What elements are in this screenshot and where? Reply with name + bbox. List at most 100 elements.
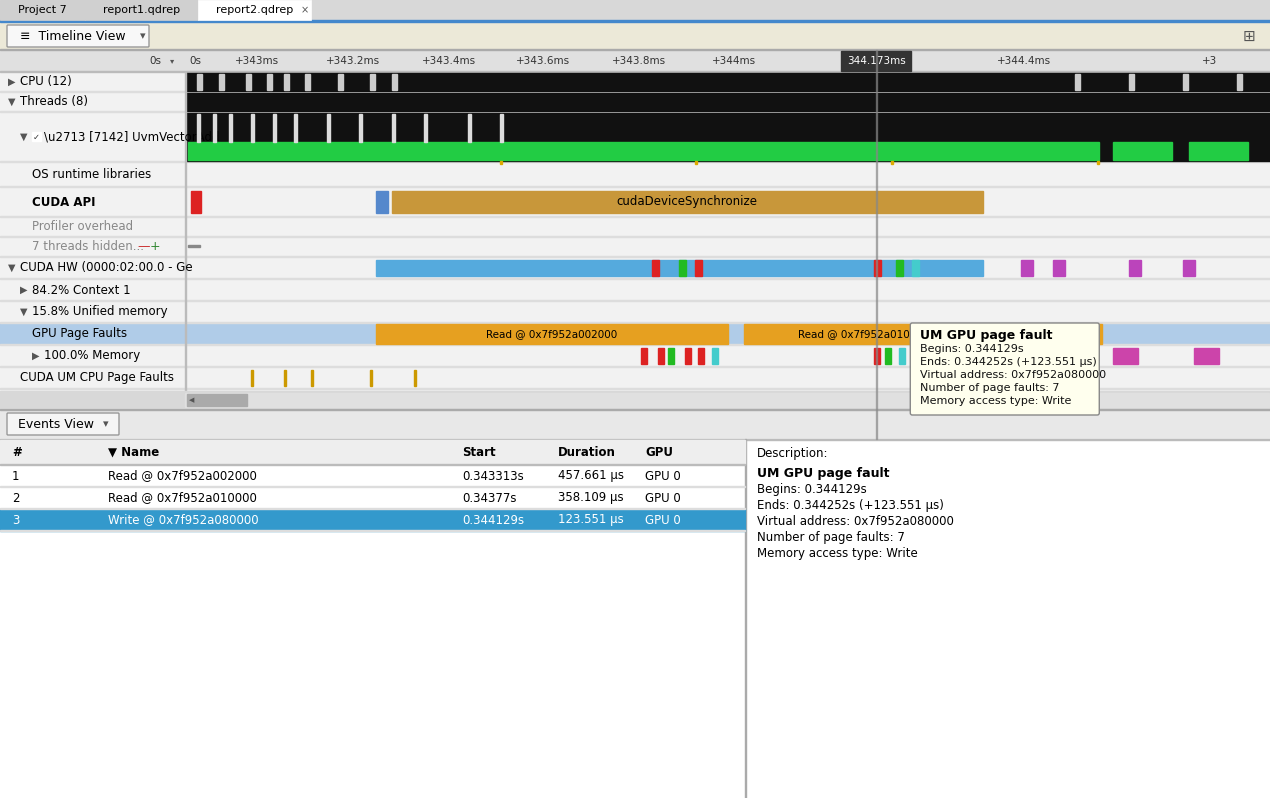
Bar [190, 191, 201, 213]
Text: 457.661 μs: 457.661 μs [558, 469, 624, 483]
Bar [668, 348, 674, 364]
Bar [185, 323, 1270, 345]
Bar [185, 393, 1269, 407]
Text: +: + [150, 240, 160, 254]
Text: Number of page faults: 7: Number of page faults: 7 [921, 383, 1059, 393]
Text: GPU 0: GPU 0 [645, 492, 681, 504]
Text: CUDA UM CPU Page Faults: CUDA UM CPU Page Faults [20, 372, 174, 385]
Text: Virtual address: 0x7f952a080000: Virtual address: 0x7f952a080000 [921, 370, 1106, 380]
Text: ≡  Timeline View: ≡ Timeline View [20, 30, 126, 42]
Bar [185, 113, 1270, 161]
Bar [0, 409, 1270, 410]
Text: +343ms: +343ms [235, 56, 278, 66]
Bar [0, 186, 1270, 187]
Bar [0, 439, 1270, 798]
Bar [0, 439, 1270, 440]
Bar [392, 114, 395, 142]
Bar [376, 191, 387, 213]
Text: Begins: 0.344129s: Begins: 0.344129s [757, 483, 866, 496]
Bar [885, 348, 892, 364]
Bar [0, 323, 185, 345]
Bar [711, 348, 718, 364]
Bar [0, 92, 1270, 112]
Text: Ends: 0.344252s (+123.551 μs): Ends: 0.344252s (+123.551 μs) [757, 499, 944, 512]
Text: Number of page faults: 7: Number of page faults: 7 [757, 531, 904, 544]
Bar [874, 260, 881, 276]
Text: 3: 3 [11, 513, 19, 527]
Bar [371, 370, 372, 386]
Bar [0, 300, 1270, 301]
Text: ✓: ✓ [33, 132, 39, 141]
Bar [0, 388, 1270, 389]
Bar [1113, 348, 1138, 364]
Text: Duration: Duration [558, 445, 616, 459]
Bar [1074, 74, 1080, 90]
Bar [359, 114, 362, 142]
Text: ▾: ▾ [140, 31, 146, 41]
Bar [1021, 260, 1033, 276]
Bar [0, 509, 745, 531]
Text: 344.173ms: 344.173ms [847, 56, 906, 66]
Text: Memory access type: Write: Memory access type: Write [757, 547, 918, 560]
Bar [188, 245, 199, 247]
Text: ▼: ▼ [20, 132, 28, 142]
Bar [0, 187, 1270, 217]
Text: Profiler overhead: Profiler overhead [32, 220, 133, 234]
Text: UM GPU page fault: UM GPU page fault [921, 329, 1053, 342]
Bar [0, 0, 85, 20]
Bar [0, 278, 1270, 279]
Bar [187, 394, 246, 406]
FancyBboxPatch shape [8, 413, 119, 435]
Bar [338, 74, 343, 90]
Text: ×: × [301, 5, 309, 15]
Bar [1184, 260, 1195, 276]
Bar [744, 324, 983, 344]
Bar [0, 49, 1270, 50]
Text: +343.2ms: +343.2ms [326, 56, 380, 66]
Bar [267, 74, 272, 90]
Bar [0, 0, 1270, 22]
Bar [696, 260, 702, 276]
Text: Virtual address: 0x7f952a080000: Virtual address: 0x7f952a080000 [757, 515, 954, 528]
Bar [32, 132, 41, 141]
Text: +343.8ms: +343.8ms [611, 56, 665, 66]
Text: +344.4ms: +344.4ms [997, 56, 1050, 66]
Bar [251, 370, 253, 386]
Bar [0, 409, 1270, 439]
Bar [326, 114, 330, 142]
Text: Read @ 0x7f952a002000: Read @ 0x7f952a002000 [486, 329, 617, 339]
Bar [371, 74, 375, 90]
Bar [0, 301, 1270, 323]
Bar [311, 370, 312, 386]
Text: 2: 2 [11, 492, 19, 504]
Text: 100.0% Memory: 100.0% Memory [44, 350, 140, 362]
Bar [1237, 74, 1242, 90]
Bar [0, 256, 1270, 257]
Text: ▼: ▼ [8, 263, 15, 273]
Bar [897, 260, 903, 276]
Text: +3: +3 [1201, 56, 1217, 66]
Bar [912, 260, 919, 276]
Bar [0, 367, 1270, 389]
Text: Description:: Description: [757, 447, 828, 460]
Bar [0, 345, 1270, 367]
Bar [0, 111, 1270, 112]
Bar [899, 348, 906, 364]
Bar [185, 73, 1270, 91]
Bar [0, 409, 1270, 798]
Bar [273, 114, 276, 142]
Bar [213, 114, 216, 142]
Text: ◀: ◀ [189, 397, 194, 403]
Text: 1: 1 [11, 469, 19, 483]
Bar [0, 112, 1270, 162]
Bar [251, 114, 254, 142]
Text: CPU (12): CPU (12) [20, 76, 71, 89]
Bar [376, 260, 983, 276]
Bar [500, 161, 503, 164]
Bar [0, 257, 1270, 279]
Text: cudaDeviceSynchronize: cudaDeviceSynchronize [617, 196, 758, 208]
Bar [0, 366, 1270, 367]
Bar [0, 162, 1270, 187]
Bar [392, 74, 398, 90]
Bar [999, 324, 1102, 344]
